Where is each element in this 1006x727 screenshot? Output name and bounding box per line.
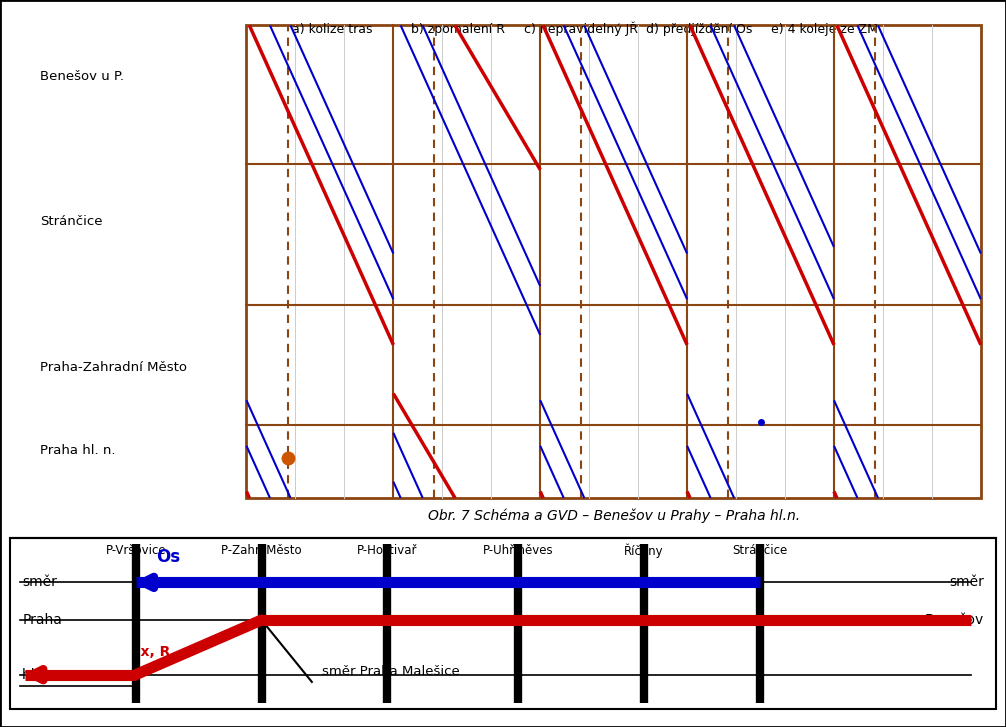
Text: Praha: Praha <box>22 613 62 627</box>
Text: směr: směr <box>949 575 984 590</box>
Text: Říčany: Říčany <box>624 544 664 558</box>
Text: b) zpomalení R: b) zpomalení R <box>410 23 505 36</box>
Text: Ex, R: Ex, R <box>131 645 170 659</box>
Text: e) 4 koleje ze ZM: e) 4 koleje ze ZM <box>772 23 878 36</box>
Text: d) předjíždění Os: d) předjíždění Os <box>646 23 752 36</box>
Text: c) nepravidelný JŘ: c) nepravidelný JŘ <box>524 22 639 36</box>
Text: Benešov: Benešov <box>925 613 984 627</box>
Text: Stránčice: Stránčice <box>732 544 787 557</box>
Bar <box>10 538 996 709</box>
Text: Praha-Zahradní Město: Praha-Zahradní Město <box>40 361 187 374</box>
Text: P-Hostivař: P-Hostivař <box>357 544 417 557</box>
Text: P-Vršovice: P-Vršovice <box>106 544 166 557</box>
Text: Os: Os <box>156 548 180 566</box>
Text: Benešov u P.: Benešov u P. <box>40 70 124 83</box>
Text: P-Zahr. Město: P-Zahr. Město <box>221 544 302 557</box>
Text: a) kolize tras: a) kolize tras <box>292 23 372 36</box>
Text: hl. n.: hl. n. <box>22 667 56 682</box>
Bar <box>246 25 981 498</box>
Text: směr: směr <box>22 575 57 590</box>
Text: Praha hl. n.: Praha hl. n. <box>40 444 116 457</box>
Text: směr Praha Malešice: směr Praha Malešice <box>322 664 460 678</box>
Text: P-Uhřiněves: P-Uhřiněves <box>483 544 553 557</box>
Text: Stránčice: Stránčice <box>40 215 103 228</box>
Text: Obr. 7 Schéma a GVD – Benešov u Prahy – Praha hl.n.: Obr. 7 Schéma a GVD – Benešov u Prahy – … <box>428 509 800 523</box>
